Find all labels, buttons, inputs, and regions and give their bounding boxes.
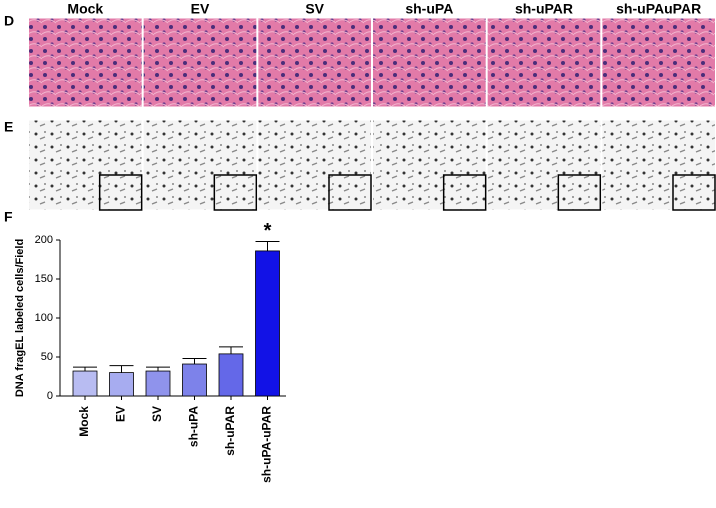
inset: [98, 174, 143, 211]
inset: [672, 174, 716, 211]
he-image: [142, 17, 258, 108]
he-image: [601, 17, 716, 108]
he-image: [28, 17, 143, 108]
y-axis-label: DNA fragEL labeled cells/Field: [14, 239, 26, 397]
x-tick-label: EV: [114, 406, 128, 422]
inset: [442, 174, 487, 211]
he-image: [257, 17, 373, 108]
he-image: [486, 17, 602, 108]
panel-label: E: [4, 119, 13, 135]
column-header: sh-uPA: [405, 1, 453, 17]
bar: [182, 363, 207, 397]
x-tick-label: sh-uPA-uPAR: [260, 406, 274, 483]
panel-label: D: [4, 13, 14, 29]
inset: [557, 174, 602, 211]
y-tick-label: 150: [35, 273, 53, 285]
bar: [145, 370, 171, 397]
bar: [255, 250, 280, 397]
y-tick-label: 0: [47, 390, 53, 402]
annotation: *: [264, 220, 272, 242]
x-tick-label: SV: [150, 406, 164, 422]
column-header: sh-uPAR: [515, 1, 573, 17]
inset: [328, 174, 372, 211]
tunel-image: [486, 119, 602, 211]
column-header: Mock: [67, 1, 103, 17]
x-tick-label: Mock: [77, 406, 91, 437]
column-header: SV: [305, 1, 324, 17]
column-header: EV: [191, 1, 210, 17]
he-image: [372, 17, 487, 108]
column-header: sh-uPAuPAR: [616, 1, 701, 17]
y-tick-label: 100: [35, 312, 53, 324]
panel-label: F: [4, 209, 13, 225]
bar: [109, 372, 134, 397]
y-tick-label: 50: [41, 351, 53, 363]
bar: [218, 353, 244, 397]
x-tick-label: sh-uPAR: [223, 406, 237, 456]
inset: [213, 174, 258, 211]
x-tick-label: sh-uPA: [187, 406, 201, 447]
y-tick-label: 200: [35, 234, 53, 246]
bar: [72, 370, 98, 397]
